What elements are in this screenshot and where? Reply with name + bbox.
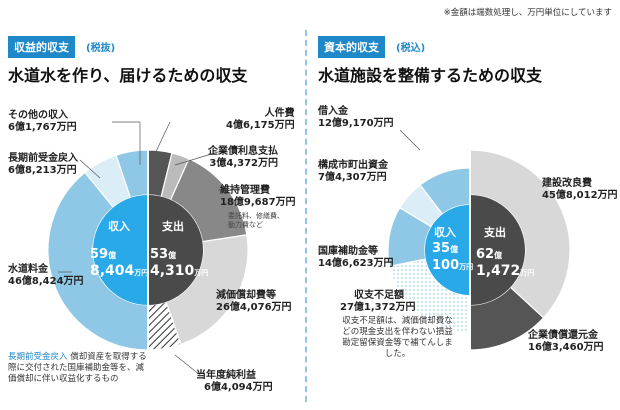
right-income-label: 収入 [434,226,456,239]
label-long-term-deferred: 長期前受金戻入 6億8,213万円 [8,153,78,176]
right-chart-income-center [424,204,470,296]
right-income-total: 35億 100万円 [432,241,474,273]
label-other-income: その他の収入 6億1,767万円 [8,110,77,133]
left-section-badge: 収益的収支 [8,36,75,58]
label-maintenance: 維持管理費 18億9,687万円 [220,185,296,208]
leader-line [79,159,101,179]
amount-note: ※金額は端数処理し、万円単位にしています [443,8,612,18]
left-title: 水道水を作り、届けるための収支 [8,66,248,85]
label-water-charges: 水道料金 46億8,424万円 [8,264,84,287]
label-national-subsidy: 国庫補助金等 14億6,623万円 [318,246,394,269]
right-expense-label: 支出 [484,226,506,239]
left-income-total: 59億 8,404万円 [90,247,149,279]
right-footnote: 収支不足額は、減価償却費などの現金支出を伴わない損益勘定留保資金等で補てんしまし… [342,316,453,359]
right-tax-note: (税込) [396,43,426,54]
left-tax-note: (税抜) [86,43,116,54]
label-net-profit: 当年度純利益 6億4,094万円 [196,370,273,393]
label-shortfall: 収支不足額 27億1,372万円 [340,290,416,313]
leader-line [174,151,219,166]
leader-line [174,354,201,376]
right-expense-total: 62億 1,472万円 [476,247,535,279]
label-depreciation: 減価償却費等 26億4,076万円 [216,290,292,313]
label-bond-redemption: 企業債償還元金 16億3,460万円 [528,330,604,353]
leader-line [151,121,171,161]
maintenance-note: 委託料、修繕費、動力費など [228,212,284,229]
label-personnel: 人件費 4億6,175万円 [226,108,295,131]
left-chart-income-center [93,195,148,305]
right-title: 水道施設を整備するための収支 [318,66,543,85]
right-section-badge: 資本的収支 [318,36,385,58]
section-divider [305,30,307,402]
label-bond-interest: 企業債利息支払 3億4,372万円 [208,146,278,169]
label-construction: 建設改良費 45億8,012万円 [542,178,618,201]
leader-line [399,129,421,151]
left-chart-expense-center [148,195,203,305]
left-footnote: 長期前受金戻入 償却資産を取得する際に交付された国庫補助金等を、減価償却に伴い収… [8,352,147,384]
label-borrowings: 借入金 12億9,170万円 [318,106,394,129]
label-municipal-investment: 構成市町出資金 7億4,307万円 [318,160,388,183]
right-chart-expense-center [470,195,525,305]
left-expense-label: 支出 [162,220,184,233]
left-income-label: 収入 [108,220,130,233]
left-expense-total: 53億 4,310万円 [150,247,209,279]
